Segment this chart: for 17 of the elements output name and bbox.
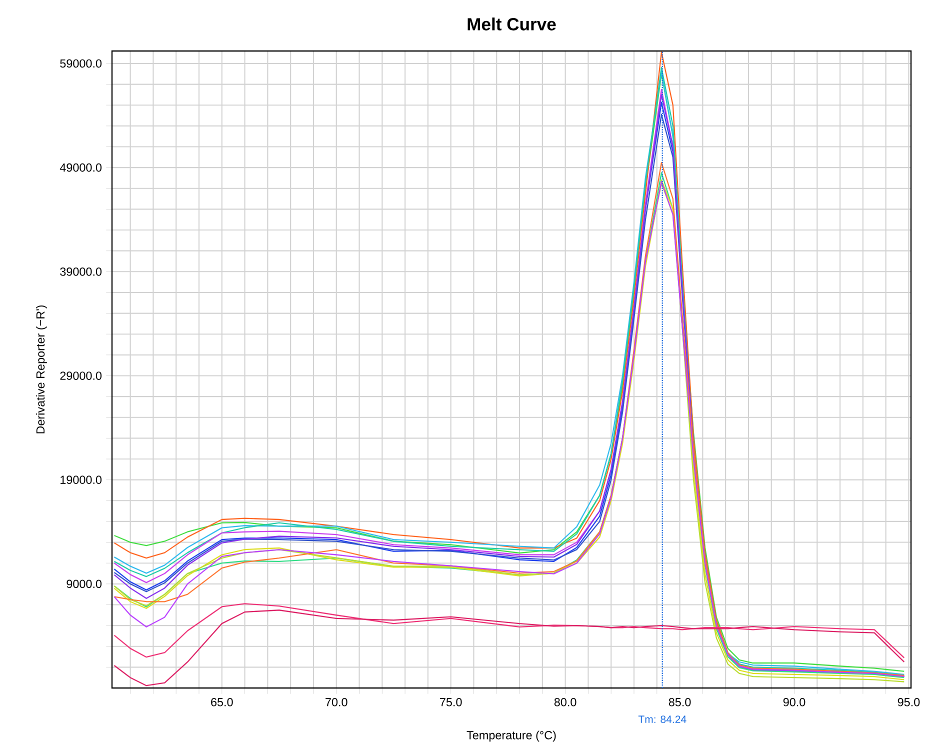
x-tick-label: 85.0: [668, 698, 691, 706]
x-tick-label: 75.0: [440, 698, 462, 706]
x-tick-label: 95.0: [898, 698, 920, 706]
x-tick-label: 70.0: [326, 698, 348, 706]
ref-line-label: Tm: 84.24: [638, 716, 686, 724]
y-tick-label: 19000.0: [60, 476, 102, 484]
x-tick-label: 65.0: [211, 698, 233, 706]
y-tick-label: 59000.0: [60, 59, 102, 68]
chart-title: Melt Curve: [468, 18, 556, 30]
x-tick-label: 90.0: [783, 698, 806, 706]
y-tick-label: 9000.0: [66, 580, 102, 588]
x-axis-title: Temperature (°C): [466, 730, 556, 742]
y-tick-label: 39000.0: [60, 268, 102, 276]
y-tick-label: 29000.0: [60, 372, 102, 380]
y-tick-label: 49000.0: [60, 163, 102, 172]
y-axis-title: Derivative Reporter (−R'): [36, 305, 47, 434]
x-tick-label: 80.0: [554, 698, 576, 706]
